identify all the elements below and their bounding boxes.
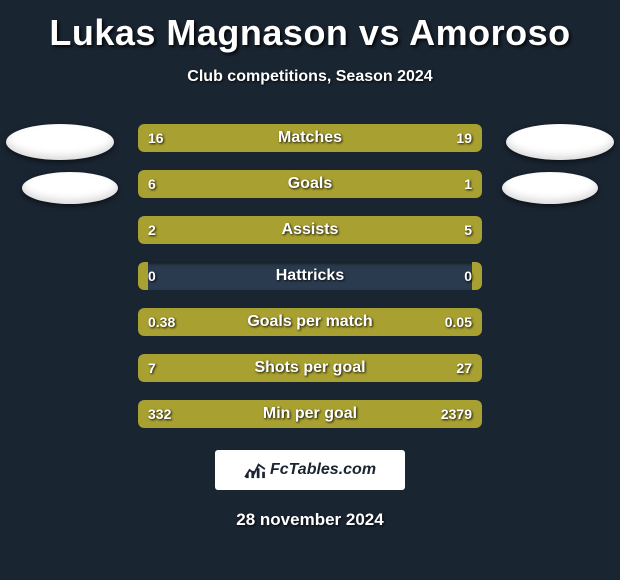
stat-label: Assists — [138, 216, 482, 244]
watermark: FcTables.com — [215, 450, 405, 490]
watermark-text: FcTables.com — [270, 461, 376, 479]
player-left-avatar-2 — [22, 172, 118, 204]
player-right-avatar-2 — [502, 172, 598, 204]
stat-bar-row: 00Hattricks — [138, 262, 482, 290]
footer-date: 28 november 2024 — [0, 510, 620, 530]
stat-label: Shots per goal — [138, 354, 482, 382]
stat-bar-row: 727Shots per goal — [138, 354, 482, 382]
stat-bars-container: 1619Matches 61Goals 25Assists 00Hattricks 0.… — [138, 124, 482, 446]
player-right-avatar-1 — [506, 124, 614, 160]
stat-label: Hattricks — [138, 262, 482, 290]
stat-label: Goals — [138, 170, 482, 198]
stat-bar-row: 1619Matches — [138, 124, 482, 152]
stat-bar-row: 3322379Min per goal — [138, 400, 482, 428]
chart-icon — [244, 461, 266, 479]
subtitle: Club competitions, Season 2024 — [0, 68, 620, 86]
stat-bar-row: 0.380.05Goals per match — [138, 308, 482, 336]
player-left-avatar-1 — [6, 124, 114, 160]
stat-label: Matches — [138, 124, 482, 152]
stat-bar-row: 61Goals — [138, 170, 482, 198]
stat-label: Goals per match — [138, 308, 482, 336]
page-title: Lukas Magnason vs Amoroso — [0, 0, 620, 54]
stat-label: Min per goal — [138, 400, 482, 428]
stat-bar-row: 25Assists — [138, 216, 482, 244]
